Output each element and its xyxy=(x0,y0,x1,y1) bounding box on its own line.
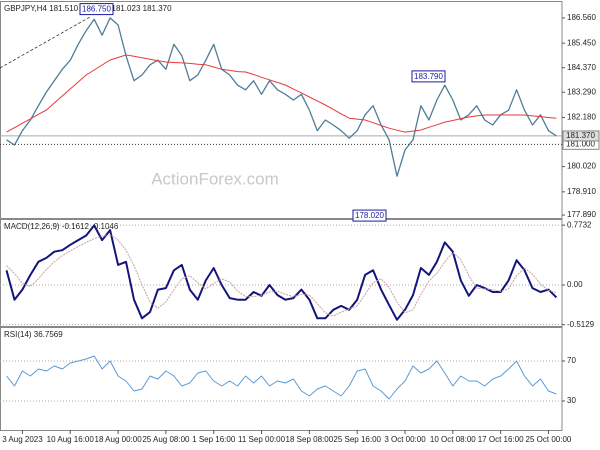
annotation-box xyxy=(352,209,387,222)
x-tick-label: 18 Aug 00:00 xyxy=(95,435,143,444)
series-line xyxy=(6,234,557,317)
annotation-box xyxy=(411,70,446,83)
series-line xyxy=(6,54,557,133)
x-tick-label: 10 Aug 16:00 xyxy=(47,435,95,444)
y-tick-label: 186.560 xyxy=(567,13,596,22)
watermark: ActionForex.com xyxy=(151,169,279,188)
y-tick-label: 184.370 xyxy=(567,63,596,72)
annotation-label: 183.790 xyxy=(414,72,443,81)
y-tick-label: 182.180 xyxy=(567,113,596,122)
series-line xyxy=(6,355,557,400)
y-tick-label: 70 xyxy=(567,356,576,365)
y-tick-label: 185.450 xyxy=(567,38,596,47)
level-label: 181.000 xyxy=(566,139,595,148)
x-tick-label: 11 Sep 00:00 xyxy=(238,435,286,444)
y-tick-label: 178.910 xyxy=(567,187,596,196)
annotation-label: 186.750 xyxy=(82,5,111,14)
y-tick-label: 183.290 xyxy=(567,87,596,96)
y-tick-label: 0.00 xyxy=(567,280,583,289)
panel-legend: RSI(14) 36.7569 xyxy=(4,330,63,339)
y-tick-label: 177.890 xyxy=(567,210,596,219)
price-box xyxy=(562,130,600,142)
macd-panel xyxy=(0,219,563,327)
x-tick-label: 25 Oct 00:00 xyxy=(526,435,572,444)
trendline xyxy=(0,16,91,69)
series-line xyxy=(5,224,558,321)
x-tick-label: 18 Sep 08:00 xyxy=(286,435,334,444)
y-tick-label: -0.5129 xyxy=(567,320,595,329)
y-tick-label: 180.020 xyxy=(567,162,596,171)
annotation-box xyxy=(79,3,114,16)
panel-legend: MACD(12,26,9) -0.1612 -0.1046 xyxy=(4,222,119,231)
x-tick-label: 17 Oct 16:00 xyxy=(478,435,524,444)
x-tick-label: 1 Sep 16:00 xyxy=(192,435,236,444)
x-tick-label: 3 Oct 00:00 xyxy=(384,435,426,444)
x-tick-label: 3 Aug 2023 xyxy=(2,435,43,444)
x-tick-label: 25 Sep 16:00 xyxy=(333,435,381,444)
y-tick-label: 30 xyxy=(567,396,576,405)
price-panel xyxy=(0,1,563,219)
price-label: 181.370 xyxy=(566,131,595,140)
x-tick-label: 10 Oct 08:00 xyxy=(430,435,476,444)
y-tick-label: 0.7732 xyxy=(567,220,592,229)
rsi-panel xyxy=(0,327,563,431)
annotation-label: 178.020 xyxy=(355,211,384,220)
x-tick-label: 25 Aug 08:00 xyxy=(142,435,190,444)
series-line xyxy=(6,17,557,177)
